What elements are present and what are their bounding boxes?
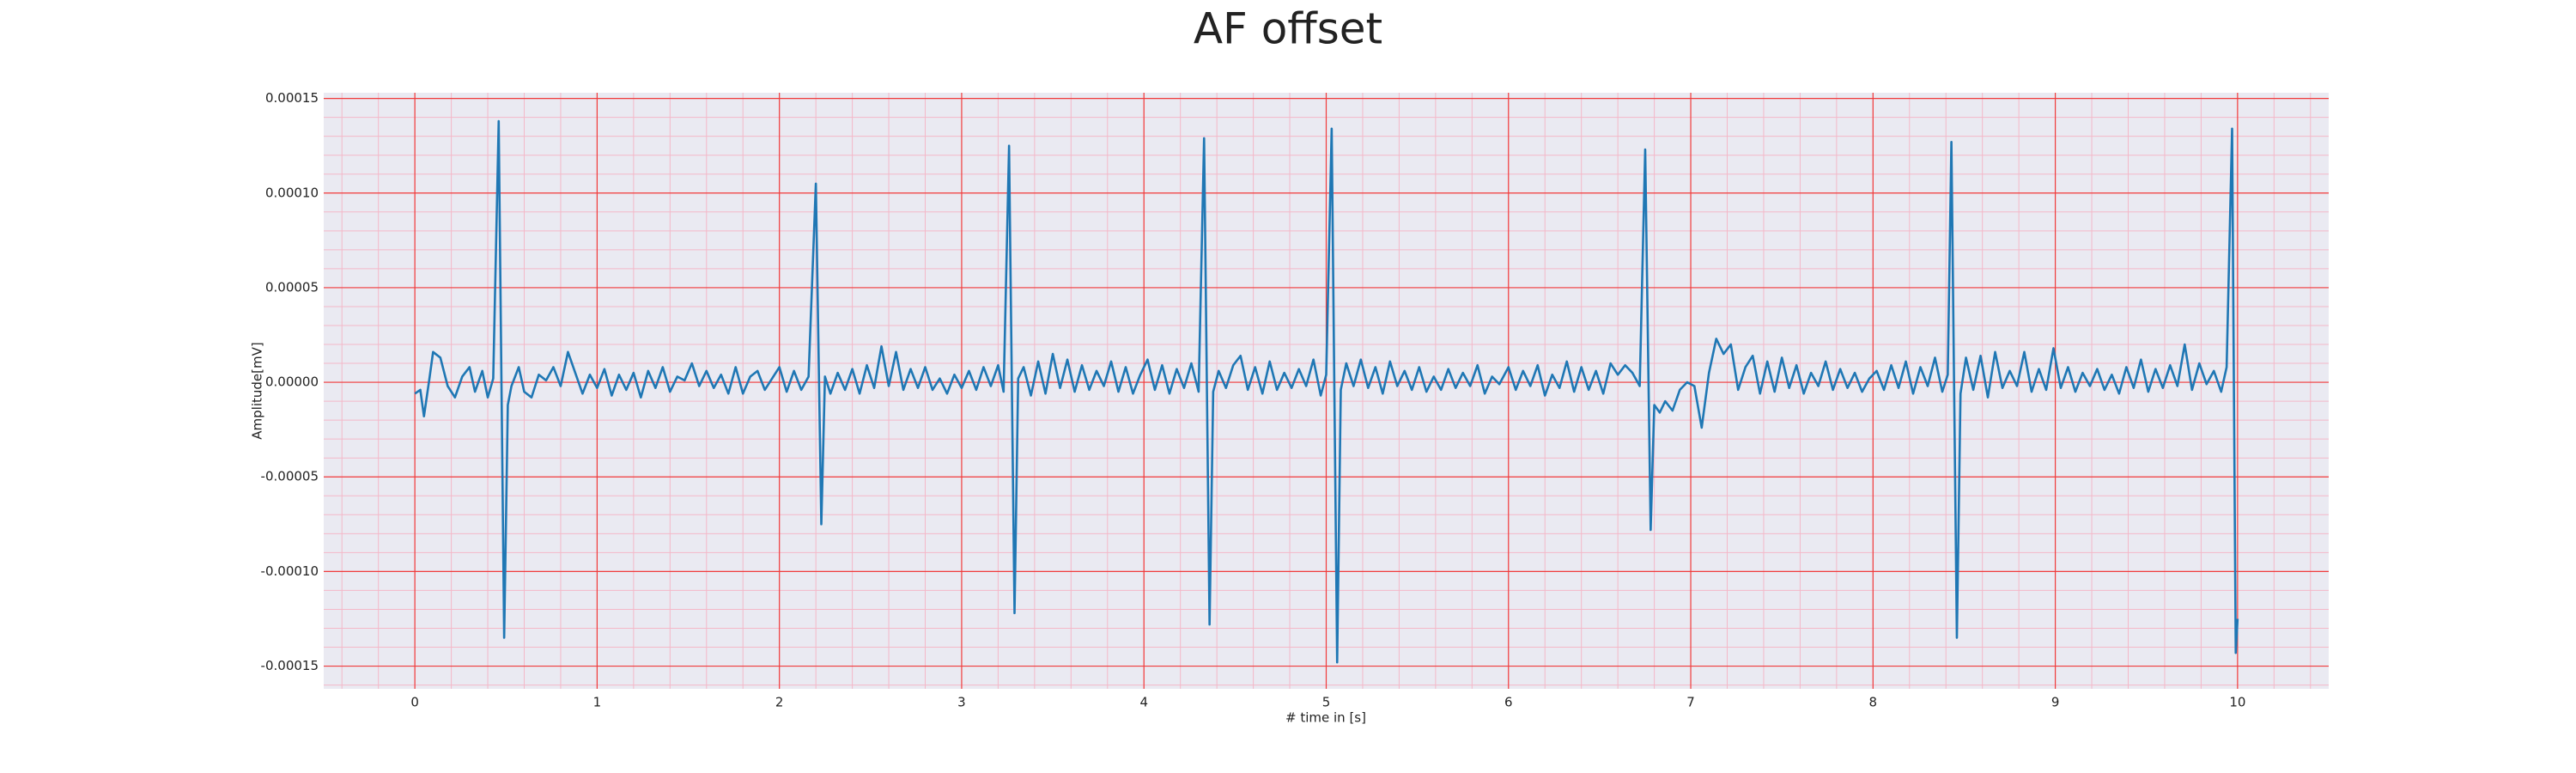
x-tick-label: 6 <box>1504 695 1513 710</box>
y-tick-label: 0.00005 <box>265 279 319 295</box>
chart-title: AF offset <box>1194 4 1382 54</box>
x-tick-label: 2 <box>775 695 784 710</box>
x-tick-label: 0 <box>410 695 419 710</box>
x-tick-label: 4 <box>1139 695 1148 710</box>
x-tick-label: 1 <box>593 695 602 710</box>
x-tick-label: 10 <box>2229 695 2245 710</box>
y-tick-label: 0.00010 <box>265 185 319 200</box>
y-tick-label: -0.00010 <box>261 563 319 579</box>
y-axis-label: Amplitude[mV] <box>250 342 265 439</box>
x-tick-label: 3 <box>957 695 966 710</box>
signal-line <box>414 119 2239 664</box>
x-tick-label: 8 <box>1869 695 1878 710</box>
y-tick-label: -0.00015 <box>261 658 319 673</box>
x-axis-label: # time in [s] <box>1285 710 1366 726</box>
y-tick-label: 0.00015 <box>265 90 319 106</box>
y-tick-label: -0.00005 <box>261 469 319 484</box>
y-tick-label: 0.00000 <box>265 374 319 390</box>
x-tick-label: 5 <box>1322 695 1331 710</box>
x-tick-label: 9 <box>2051 695 2060 710</box>
x-tick-label: 7 <box>1686 695 1695 710</box>
